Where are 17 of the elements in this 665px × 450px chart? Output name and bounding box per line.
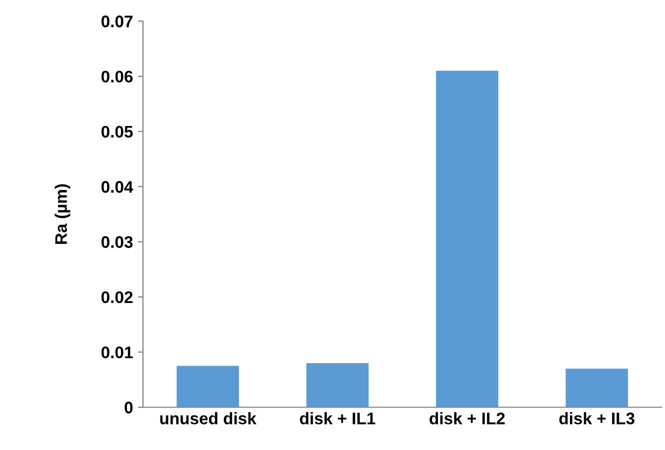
bar	[306, 363, 369, 408]
y-axis-title: Ra (µm)	[54, 184, 70, 244]
x-tick-label: disk + IL3	[559, 412, 634, 424]
y-tick-label: 0.05	[101, 126, 133, 138]
x-tick-label: disk + IL2	[430, 412, 505, 424]
bar	[566, 368, 628, 408]
bar	[176, 366, 239, 408]
bar	[436, 70, 498, 408]
y-tick-label: 0.03	[101, 236, 133, 248]
x-tick-label: unused disk	[160, 412, 256, 424]
y-tick-label: 0.01	[101, 346, 133, 358]
y-tick-label: 0.02	[101, 291, 133, 304]
y-tick-label: 0.07	[101, 16, 133, 28]
y-tick-label: 0.04	[101, 181, 134, 193]
y-tick-label: 0	[124, 402, 133, 414]
y-tick-label: 0.06	[101, 70, 133, 83]
x-tick-label: disk + IL1	[300, 412, 376, 424]
